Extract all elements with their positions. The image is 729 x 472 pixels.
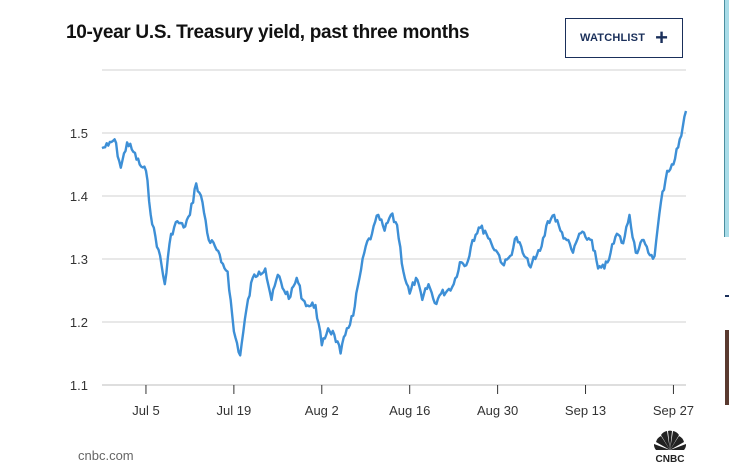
source-label: cnbc.com xyxy=(78,448,134,463)
y-tick-label: 1.5 xyxy=(70,126,88,141)
adjacent-divider xyxy=(725,295,729,297)
watchlist-button[interactable]: WATCHLIST + xyxy=(565,18,683,58)
x-tick-label: Aug 16 xyxy=(389,403,430,418)
y-tick-label: 1.2 xyxy=(70,315,88,330)
x-tick-label: Sep 13 xyxy=(565,403,606,418)
chart-title: 10-year U.S. Treasury yield, past three … xyxy=(66,22,470,43)
cnbc-logo: CNBC xyxy=(648,430,692,469)
y-tick-label: 1.4 xyxy=(70,189,88,204)
watchlist-label: WATCHLIST xyxy=(579,32,646,44)
x-tick-label: Aug 2 xyxy=(305,403,339,418)
adjacent-panel-edge xyxy=(724,0,729,237)
y-tick-label: 1.3 xyxy=(70,252,88,267)
y-tick-label: 1.1 xyxy=(70,378,88,393)
x-tick-label: Aug 30 xyxy=(477,403,518,418)
x-tick-label: Jul 5 xyxy=(132,403,159,418)
yield-series-line xyxy=(101,110,688,357)
x-tick-label: Jul 19 xyxy=(217,403,252,418)
adjacent-thumbnail xyxy=(725,330,729,405)
svg-text:CNBC: CNBC xyxy=(656,454,685,464)
plus-icon: + xyxy=(655,25,668,50)
x-tick-label: Sep 27 xyxy=(653,403,694,418)
